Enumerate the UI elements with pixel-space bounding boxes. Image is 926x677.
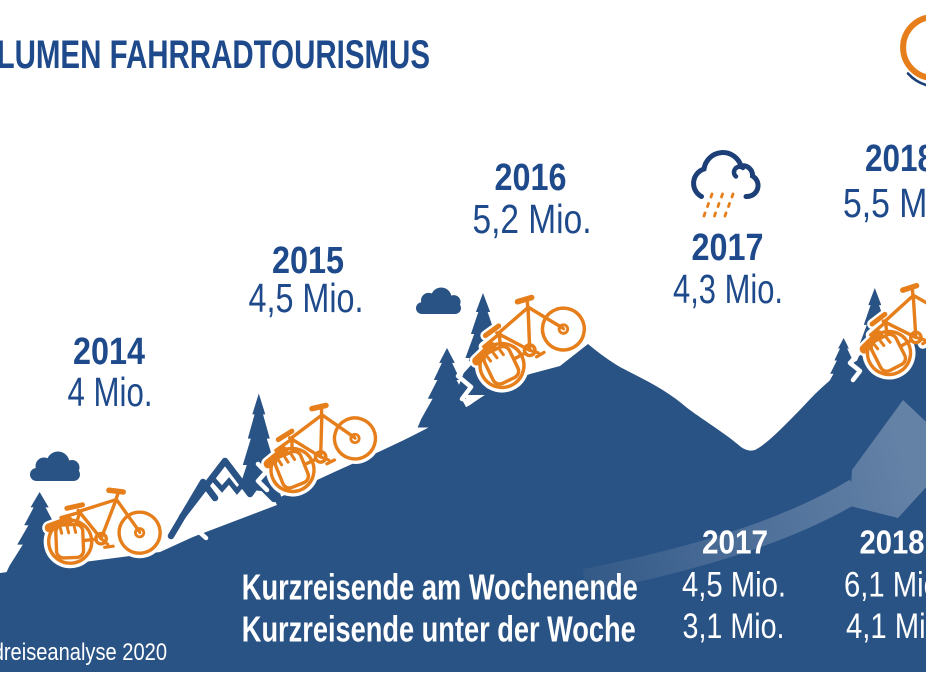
svg-text:2018: 2018	[860, 525, 925, 562]
svg-text:VOLUMEN FAHRRADTOURISMUS: VOLUMEN FAHRRADTOURISMUS	[0, 33, 430, 77]
svg-text:Kurzreisende unter der Woche: Kurzreisende unter der Woche	[242, 609, 636, 650]
svg-text:3,1 Mio.: 3,1 Mio.	[683, 607, 785, 646]
svg-text:Kurzreisende am Wochenende: Kurzreisende am Wochenende	[242, 567, 638, 608]
svg-text:4,1 Mio.: 4,1 Mio.	[846, 607, 926, 646]
svg-text:4,5 Mio.: 4,5 Mio.	[682, 566, 786, 605]
svg-text:5,5 Mio.: 5,5 Mio.	[843, 180, 926, 226]
svg-text:2016: 2016	[495, 157, 567, 199]
svg-text:Radreiseanalyse 2020: Radreiseanalyse 2020	[0, 639, 167, 666]
svg-text:5,2 Mio.: 5,2 Mio.	[473, 196, 592, 242]
svg-text:4,3 Mio.: 4,3 Mio.	[673, 266, 783, 312]
svg-text:2018: 2018	[865, 138, 926, 180]
svg-text:4,5 Mio.: 4,5 Mio.	[249, 275, 364, 321]
svg-text:2017: 2017	[702, 525, 768, 562]
svg-text:2017: 2017	[692, 227, 764, 269]
svg-text:2015: 2015	[272, 240, 344, 282]
svg-text:6,1 Mio.: 6,1 Mio.	[844, 566, 926, 605]
svg-text:2014: 2014	[73, 331, 145, 373]
svg-text:4 Mio.: 4 Mio.	[68, 369, 153, 415]
